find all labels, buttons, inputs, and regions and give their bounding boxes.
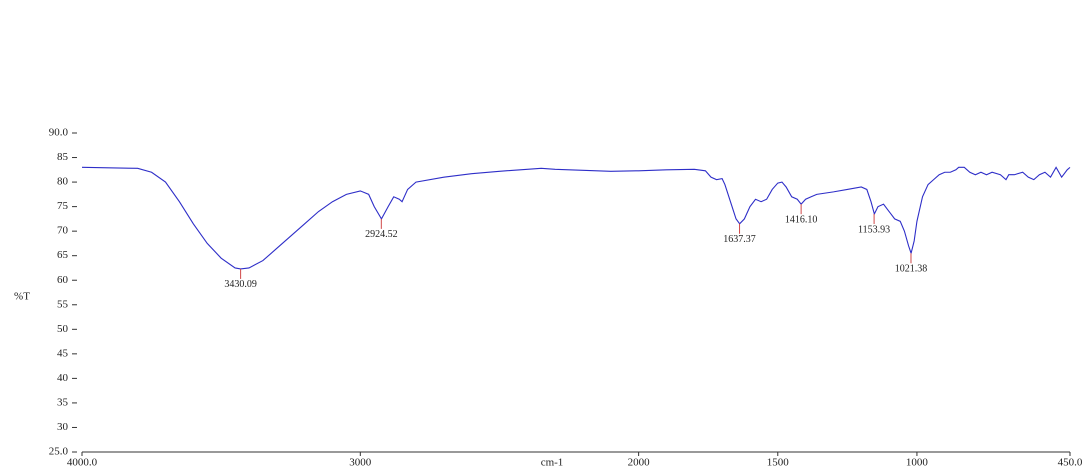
y-tick-label: 70 [57,225,69,237]
peak-label: 3430.09 [224,279,257,290]
y-tick-label: 75 [57,200,69,212]
peak-label: 1021.38 [895,264,928,275]
peak-label: 1416.10 [785,214,818,225]
y-tick-label: 50 [57,323,69,335]
y-tick-label: 30 [57,421,69,433]
y-tick-label: 35 [57,396,69,408]
x-tick-label: 4000.0 [67,457,98,469]
x-tick-label: 1500 [767,457,790,469]
y-tick-label: 55 [57,298,69,310]
y-tick-label: 25.0 [49,446,69,458]
y-tick-label: 60 [57,274,69,286]
x-tick-label: 3000 [349,457,372,469]
x-axis-label: cm-1 [541,457,564,469]
peak-label: 1153.93 [858,224,890,235]
x-tick-label: 450.0 [1058,457,1083,469]
spectrum-line [81,166,1071,270]
x-tick-label: 2000 [628,457,651,469]
y-tick-label: 45 [57,347,69,359]
y-tick-label: 40 [57,372,69,384]
y-tick-label: 65 [57,249,69,261]
peak-label: 1637.37 [723,234,756,245]
peak-label: 2924.52 [365,229,398,240]
y-tick-label: 80 [57,176,69,188]
y-tick-label: 85 [57,151,69,163]
y-tick-label: 90.0 [49,127,69,139]
y-axis-label: %T [14,291,30,303]
x-tick-label: 1000 [906,457,929,469]
